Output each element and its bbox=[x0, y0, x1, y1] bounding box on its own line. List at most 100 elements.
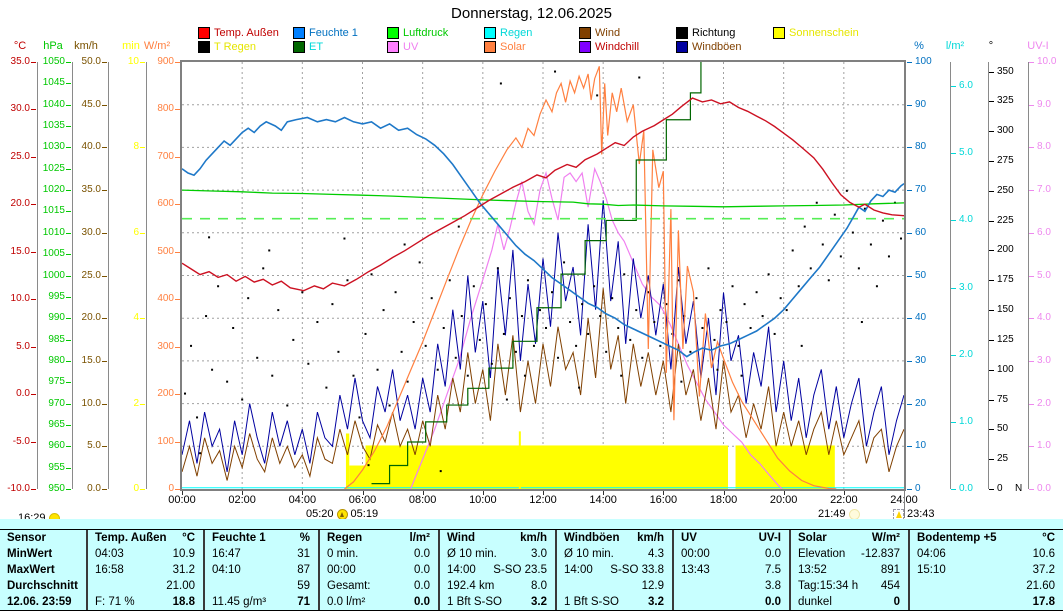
cell-value: 31.2 bbox=[172, 564, 195, 576]
series-richtung bbox=[346, 279, 349, 282]
legend-swatch bbox=[293, 41, 305, 53]
cell-value: S-SO 33.8 bbox=[610, 564, 664, 576]
series-richtung bbox=[292, 338, 295, 341]
axis-tick bbox=[989, 369, 994, 371]
series-richtung bbox=[743, 303, 746, 306]
axis-tick bbox=[175, 62, 180, 63]
axis-tick bbox=[175, 251, 180, 253]
table-row-cur: 0.0 l/m² 0.0 bbox=[320, 594, 438, 610]
row-label-text: MinWert bbox=[7, 548, 53, 560]
axis-header-min: min bbox=[122, 40, 140, 52]
legend-item-t-regen: T Regen bbox=[198, 41, 256, 53]
series-richtung bbox=[484, 303, 487, 306]
series-richtung bbox=[641, 356, 644, 359]
series-uv bbox=[410, 166, 783, 489]
axis-tick-label-temp: 20.0 bbox=[10, 198, 30, 210]
series-richtung bbox=[887, 255, 890, 258]
axis-tick-label-uvi: 3.0 bbox=[1037, 354, 1051, 366]
axis-tick-label-hpa: 980 bbox=[48, 354, 65, 366]
series-richtung bbox=[454, 356, 457, 359]
axis-tick bbox=[989, 459, 994, 461]
series-richtung bbox=[851, 231, 854, 234]
x-axis-label: 04:00 bbox=[288, 494, 317, 506]
series-richtung bbox=[731, 285, 734, 288]
legend-label: Feuchte 1 bbox=[309, 27, 358, 39]
table-row-cur: dunkel 0 bbox=[791, 594, 908, 610]
sunset-icon bbox=[848, 508, 860, 520]
legend-item-richtung: Richtung bbox=[676, 27, 735, 39]
table-row-avg: 59 bbox=[205, 578, 318, 594]
axis-tick bbox=[31, 441, 36, 443]
series-richtung bbox=[256, 356, 259, 359]
column-unit: km/h bbox=[520, 532, 547, 544]
cell-value: 21.60 bbox=[1026, 580, 1055, 592]
axis-tick-label-pct: 90 bbox=[915, 98, 927, 110]
cell-value: 0.0 bbox=[414, 564, 430, 576]
series-richtung bbox=[554, 70, 557, 73]
legend-label: T Regen bbox=[214, 41, 256, 53]
axis-tick bbox=[1029, 360, 1034, 362]
axis-tick bbox=[907, 62, 912, 63]
legend-swatch bbox=[198, 41, 210, 53]
x-axis-tick bbox=[242, 491, 244, 495]
axis-tick-label-hpa: 985 bbox=[48, 333, 65, 345]
legend-swatch bbox=[579, 27, 591, 39]
axis-tick bbox=[175, 346, 180, 348]
series-sonnenschein bbox=[345, 433, 350, 489]
cell-label: 16:47 bbox=[212, 548, 241, 560]
column-unit: km/h bbox=[637, 532, 664, 544]
table-row-min: 04:03 10.9 bbox=[88, 546, 203, 562]
axis-tick bbox=[989, 310, 994, 312]
series-richtung bbox=[367, 464, 370, 467]
x-axis-label: 20:00 bbox=[769, 494, 798, 506]
cell-label: 04:10 bbox=[212, 564, 241, 576]
row-label-text: 12.06. 23:59 bbox=[7, 596, 72, 608]
axis-tick bbox=[989, 429, 994, 431]
axis-tick bbox=[140, 318, 145, 320]
axis-tick bbox=[66, 467, 71, 469]
series-sonnenschein bbox=[735, 445, 835, 489]
series-richtung bbox=[301, 291, 304, 294]
axis-tick-label-pct: 70 bbox=[915, 184, 927, 196]
axis-tick bbox=[66, 296, 71, 298]
legend-item-feuchte-1: Feuchte 1 bbox=[293, 27, 358, 39]
axis-tick-label-deg: 25 bbox=[997, 453, 1009, 465]
axis-tick-label-hpa: 1030 bbox=[42, 141, 65, 153]
axis-tick bbox=[140, 62, 145, 63]
cell-label: 0.0 l/m² bbox=[327, 596, 366, 608]
axis-tick-label-min: 10 bbox=[127, 56, 139, 67]
axis-tick bbox=[989, 399, 994, 401]
series-richtung bbox=[460, 315, 463, 318]
axis-tick bbox=[66, 446, 71, 448]
axis-tick-label-min: 8 bbox=[133, 141, 139, 153]
axis-tick bbox=[66, 83, 71, 85]
legend-item-regen: Regen bbox=[484, 27, 532, 39]
legend-label: ET bbox=[309, 41, 324, 53]
series-richtung bbox=[211, 368, 214, 371]
table-row-max: 14:00 S-SO 23.5 bbox=[440, 562, 555, 578]
axis-tick-label-hpa: 965 bbox=[48, 418, 65, 430]
legend-item-sonnenschein: Sonnenschein bbox=[773, 27, 859, 39]
table-row-avg: Gesamt: 0.0 bbox=[320, 578, 438, 594]
table-row-cur: 11.45 g/m³ 71 bbox=[205, 594, 318, 610]
series-richtung bbox=[785, 309, 788, 312]
series-richtung bbox=[520, 315, 523, 318]
axis-tick-label-deg: 75 bbox=[997, 393, 1009, 405]
series-richtung bbox=[740, 374, 743, 377]
axis-tick bbox=[31, 346, 36, 348]
table-row-min: 00:00 0.0 bbox=[674, 546, 789, 562]
table-header-row: Bodentemp +5 °C bbox=[910, 530, 1063, 546]
series-luftdruck bbox=[182, 189, 904, 208]
sunset-time: 21:49 bbox=[818, 508, 846, 520]
axis-tick-label-hpa: 1050 bbox=[42, 56, 65, 67]
table-row-avg: 21.60 bbox=[910, 578, 1063, 594]
x-axis-tick bbox=[182, 491, 183, 495]
axis-tick-label-hpa: 1045 bbox=[42, 77, 65, 89]
axis-tick bbox=[66, 168, 71, 170]
axis-tick-label-pct: 100 bbox=[915, 56, 932, 67]
cell-value: 3.0 bbox=[531, 548, 547, 560]
axis-tick-label-wm2: 700 bbox=[157, 150, 174, 162]
table-row-max: 04:10 87 bbox=[205, 562, 318, 578]
x-axis-tick bbox=[783, 491, 785, 495]
axis-line-uvi bbox=[1028, 62, 1029, 489]
